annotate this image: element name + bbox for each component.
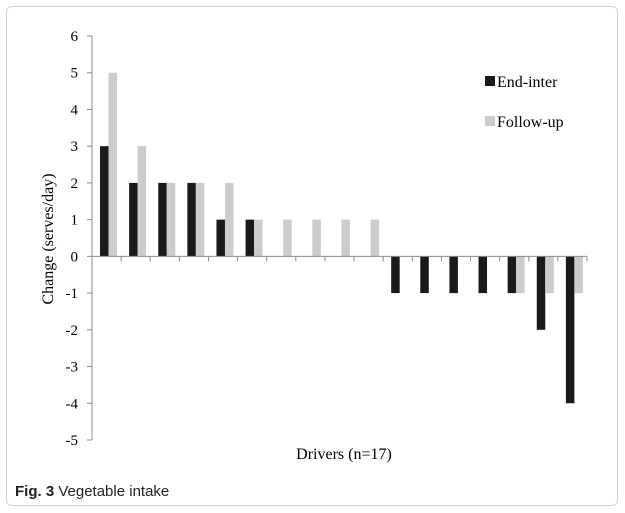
y-tick-label: -4 — [66, 396, 79, 412]
bar-end-inter-12 — [420, 256, 429, 294]
bar-end-inter-4 — [187, 182, 196, 257]
figure-panel: 6 5 4 3 2 1 0 -1 -2 -3 -4 -5 End-inter Follow-up Cha… — [6, 6, 618, 506]
figure-caption: Fig. 3 Vegetable intake — [15, 483, 169, 500]
y-tick-label: -3 — [66, 360, 79, 376]
bar-follow-up-9 — [341, 219, 350, 257]
figure-caption-text: Vegetable intake — [58, 483, 170, 500]
bar-end-inter-1 — [100, 146, 109, 257]
bar-follow-up-4 — [195, 182, 205, 257]
y-tick-label: 3 — [71, 139, 79, 155]
legend-label-end-inter: End-inter — [497, 74, 558, 91]
legend-label-follow-up: Follow-up — [497, 114, 564, 131]
axes-layer: 6 5 4 3 2 1 0 -1 -2 -3 -4 -5 — [66, 29, 588, 449]
legend-swatch-end-inter — [485, 76, 495, 86]
y-tick-label: 4 — [71, 102, 79, 118]
bar-end-inter-13 — [449, 256, 458, 294]
bar-follow-up-5 — [224, 182, 234, 257]
y-axis-title: Change (serves/day) — [40, 173, 57, 304]
bar-follow-up-15 — [516, 256, 525, 294]
bar-follow-up-2 — [137, 146, 147, 257]
bars-layer — [100, 72, 583, 404]
bar-end-inter-5 — [216, 219, 225, 257]
bar-follow-up-17 — [574, 256, 583, 294]
bar-follow-up-1 — [108, 72, 117, 257]
bar-chart: 6 5 4 3 2 1 0 -1 -2 -3 -4 -5 End-inter Follow-up Cha… — [40, 29, 588, 463]
y-tick-label: -1 — [66, 286, 79, 302]
bar-end-inter-15 — [507, 256, 517, 294]
y-tick-label: -2 — [66, 323, 79, 339]
x-axis-title: Drivers (n=17) — [296, 446, 392, 463]
y-tick-label: 6 — [71, 29, 79, 45]
legend: End-inter Follow-up — [485, 74, 564, 131]
bar-follow-up-10 — [370, 219, 380, 257]
y-tick-label: -5 — [66, 433, 79, 449]
bar-follow-up-6 — [254, 219, 263, 257]
y-tick-label: 0 — [71, 249, 79, 265]
bar-end-inter-3 — [158, 182, 167, 257]
figure-label: Fig. 3 — [15, 483, 55, 500]
y-tick-label: 5 — [71, 66, 79, 82]
bar-end-inter-6 — [245, 219, 255, 257]
bar-follow-up-16 — [545, 256, 554, 294]
bar-end-inter-17 — [565, 256, 575, 404]
bar-follow-up-8 — [312, 219, 321, 257]
legend-swatch-follow-up — [485, 116, 495, 126]
bar-end-inter-16 — [536, 256, 546, 330]
bar-follow-up-7 — [283, 219, 292, 257]
bar-end-inter-11 — [391, 256, 400, 294]
bar-end-inter-2 — [129, 182, 138, 257]
bar-end-inter-14 — [478, 256, 488, 294]
y-tick-label: 1 — [71, 213, 79, 229]
bar-follow-up-3 — [166, 182, 176, 257]
y-tick-label: 2 — [71, 176, 79, 192]
